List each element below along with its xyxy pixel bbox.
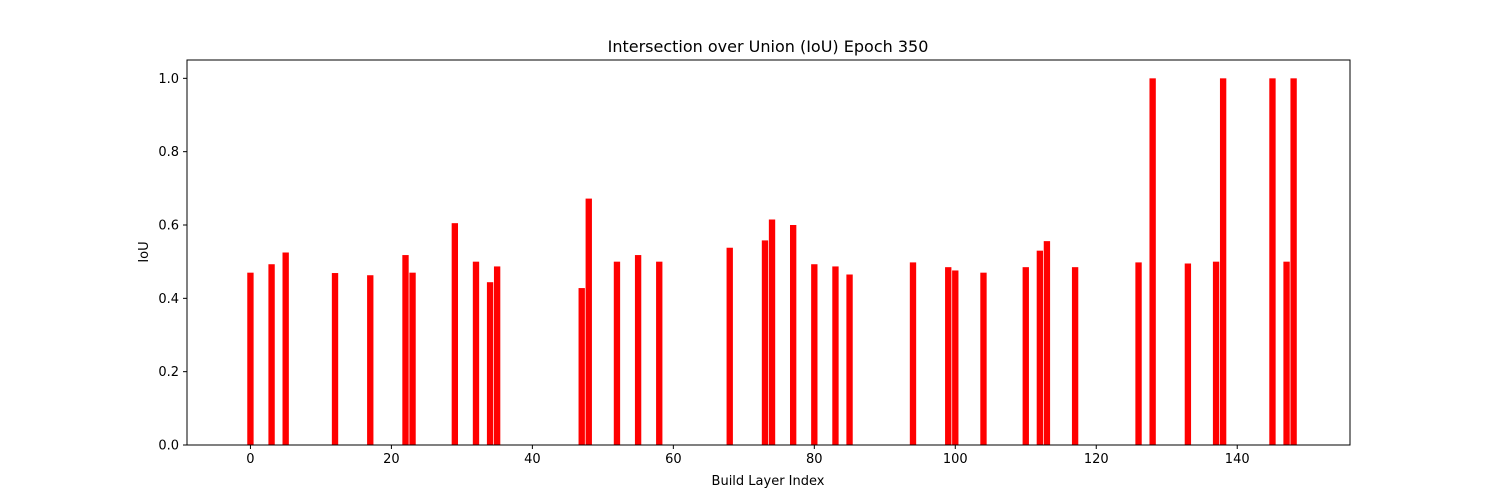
bar-22 [402, 255, 409, 445]
bar-5 [282, 252, 289, 445]
bar-23 [409, 272, 416, 445]
bar-68 [726, 247, 733, 445]
bar-133 [1184, 263, 1192, 445]
bar-17 [367, 275, 374, 445]
bar-113 [1043, 241, 1051, 445]
bar-0 [247, 272, 254, 445]
x-tick-label: 60 [665, 452, 682, 467]
y-axis-ticks: 0.0 0.2 0.4 0.6 0.8 1.0 [158, 72, 187, 454]
bar-110 [1022, 267, 1029, 445]
y-tick-label: 0.6 [158, 219, 179, 234]
y-tick-label: 0.2 [158, 365, 179, 380]
x-tick-label: 140 [1225, 452, 1250, 467]
y-tick-label: 1.0 [158, 72, 179, 87]
bar-47 [578, 288, 585, 445]
bar-85 [846, 274, 853, 445]
bar-74 [768, 219, 776, 445]
y-tick-label: 0.8 [158, 145, 179, 160]
bar-83 [832, 266, 839, 445]
bar-99 [945, 267, 952, 445]
y-axis-label: IoU [137, 241, 152, 262]
x-tick-label: 40 [524, 452, 541, 467]
bar-48 [585, 198, 592, 445]
bar-52 [613, 261, 621, 445]
bar-138 [1219, 78, 1227, 445]
bar-55 [634, 255, 642, 445]
y-tick-label: 0.0 [158, 439, 179, 454]
bar-126 [1135, 262, 1142, 445]
bar-148 [1290, 78, 1297, 445]
y-tick-label: 0.4 [158, 292, 179, 307]
x-axis-ticks: 0 20 40 60 80 100 120 140 [246, 445, 1250, 467]
bar-32 [472, 261, 480, 445]
bar-58 [656, 261, 663, 445]
bar-3 [268, 264, 275, 445]
bar-100 [952, 270, 959, 445]
x-axis-label: Build Layer Index [712, 474, 825, 489]
bar-137 [1212, 261, 1220, 445]
bar-12 [331, 273, 339, 445]
bar-117 [1071, 267, 1079, 445]
bar-128 [1149, 78, 1156, 445]
bar-147 [1283, 261, 1290, 445]
chart-title: Intersection over Union (IoU) Epoch 350 [608, 37, 929, 56]
x-tick-label: 80 [806, 452, 823, 467]
x-tick-label: 120 [1084, 452, 1109, 467]
bar-77 [789, 225, 797, 445]
x-tick-label: 20 [383, 452, 400, 467]
x-tick-label: 100 [943, 452, 968, 467]
bar-80 [811, 264, 818, 445]
bar-35 [493, 266, 501, 445]
bar-73 [761, 240, 769, 445]
bar-29 [451, 223, 459, 445]
bars-group [247, 78, 1297, 445]
x-tick-label: 0 [246, 452, 254, 467]
plot-frame [186, 59, 1351, 446]
bar-94 [909, 262, 917, 445]
bar-104 [980, 272, 987, 445]
bar-112 [1036, 250, 1044, 445]
bar-34 [486, 282, 494, 445]
bar-145 [1269, 78, 1276, 445]
